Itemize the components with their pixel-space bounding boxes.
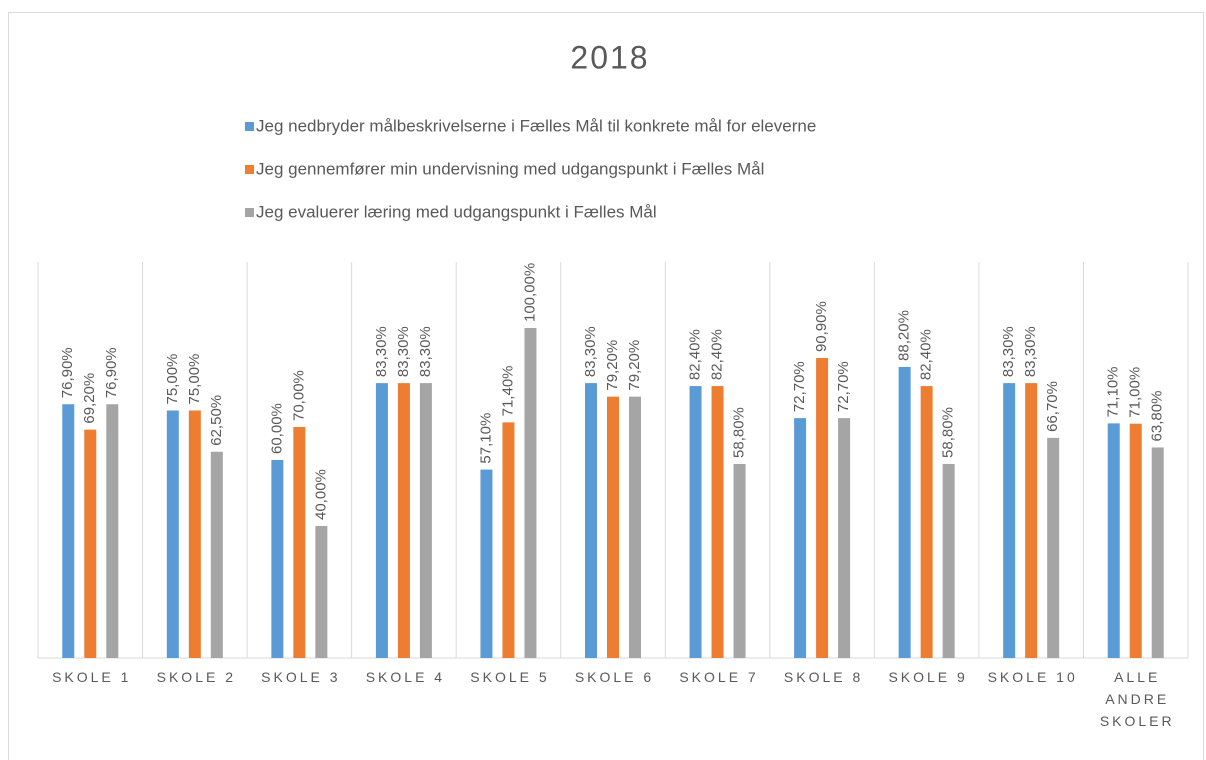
bar <box>942 463 955 658</box>
data-label: 71,00% <box>1127 367 1144 418</box>
data-label: 58,80% <box>731 407 748 458</box>
data-label: 83,30% <box>1000 326 1017 377</box>
data-label: 57,10% <box>477 413 494 464</box>
data-label: 63,80% <box>1149 391 1166 442</box>
x-tick-label: SKOLE 4 <box>365 669 446 685</box>
data-label: 88,20% <box>896 310 913 361</box>
bar <box>397 383 410 658</box>
bar <box>711 386 724 658</box>
bar <box>271 460 284 658</box>
data-label: 79,20% <box>626 340 643 391</box>
data-label: 76,90% <box>103 347 120 398</box>
bar <box>106 404 119 658</box>
bar <box>293 427 306 658</box>
legend-label: Jeg nedbryder målbeskrivelserne i Fælles… <box>256 116 816 135</box>
x-tick-label: SKOLE 6 <box>574 669 655 685</box>
bar <box>210 451 223 658</box>
x-tick-label: SKOLE 3 <box>261 669 341 685</box>
bar <box>607 396 619 658</box>
data-label: 90,90% <box>813 301 830 352</box>
data-label: 58,80% <box>940 407 957 458</box>
chart-title: 2018 <box>570 39 649 75</box>
data-label: 82,40% <box>918 329 935 380</box>
x-tick-label: SKOLE 10 <box>987 669 1078 685</box>
bar <box>188 410 201 658</box>
x-tick-label: SKOLE 9 <box>888 669 968 685</box>
data-label: 70,00% <box>290 370 307 421</box>
bar <box>1151 447 1164 658</box>
data-label: 72,70% <box>791 361 808 412</box>
x-tick-label: SKOLE 1 <box>52 669 132 685</box>
bar <box>1129 423 1142 658</box>
data-label: 72,70% <box>835 361 852 412</box>
data-label: 40,00% <box>312 469 329 520</box>
data-label: 75,00% <box>164 354 181 405</box>
bar <box>502 422 515 658</box>
x-tick-label: ALLE ANDRE SKOLER <box>1099 669 1175 729</box>
data-label: 82,40% <box>709 329 726 380</box>
x-tick-label: SKOLE 7 <box>679 669 759 685</box>
x-tick-label: SKOLE 8 <box>783 669 864 685</box>
bar <box>1047 437 1060 658</box>
bar <box>315 526 328 658</box>
x-tick-label: SKOLE 5 <box>470 669 550 685</box>
data-label: 75,00% <box>186 354 203 405</box>
data-label: 62,50% <box>208 395 225 446</box>
legend-label: Jeg evaluerer læring med udgangspunkt i … <box>256 202 657 221</box>
bar <box>1003 383 1016 658</box>
bar <box>419 383 432 658</box>
bar <box>629 396 641 658</box>
data-label: 100,00% <box>521 263 538 322</box>
x-tick-label: SKOLE 2 <box>156 669 236 685</box>
data-label: 83,30% <box>582 326 599 377</box>
bar <box>816 358 829 658</box>
bar <box>84 429 97 658</box>
bar <box>375 383 388 658</box>
data-label: 71,10% <box>1105 366 1122 417</box>
bar <box>1025 383 1038 658</box>
data-label: 76,90% <box>59 347 76 398</box>
data-label: 71,40% <box>499 366 516 417</box>
legend-swatch <box>245 122 254 131</box>
data-label: 69,20% <box>81 373 98 424</box>
data-label: 60,00% <box>268 403 285 454</box>
bar <box>898 366 911 658</box>
bar <box>689 386 702 658</box>
legend-swatch <box>245 208 254 217</box>
data-label: 79,20% <box>604 340 621 391</box>
bar <box>733 463 746 658</box>
bar <box>794 418 807 658</box>
bar <box>166 410 179 658</box>
data-label: 83,30% <box>373 326 390 377</box>
bar <box>920 386 933 658</box>
data-label: 83,30% <box>417 326 434 377</box>
bar <box>480 469 493 658</box>
bar <box>62 404 75 658</box>
data-label: 66,70% <box>1044 381 1061 432</box>
legend-label: Jeg gennemfører min undervisning med udg… <box>256 159 764 178</box>
data-label: 83,30% <box>395 326 412 377</box>
bar <box>585 383 597 658</box>
data-label: 82,40% <box>687 329 704 380</box>
bar <box>524 328 537 658</box>
data-label: 83,30% <box>1022 326 1039 377</box>
bar <box>1107 423 1120 658</box>
legend-swatch <box>245 165 254 174</box>
bar <box>838 418 851 658</box>
